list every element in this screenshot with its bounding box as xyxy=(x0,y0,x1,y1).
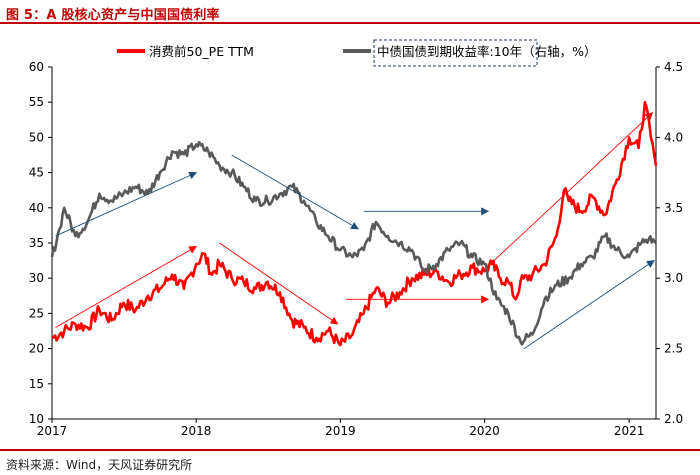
x-tick-label: 2018 xyxy=(181,424,212,438)
x-axis-ticks: 2017 2018 2019 2020 2021 xyxy=(37,419,645,438)
left-tick-label: 50 xyxy=(29,130,44,144)
annotation-arrows xyxy=(55,112,655,349)
right-axis-ticks: 2.0 2.5 3.0 3.5 4.0 4.5 xyxy=(656,60,683,426)
right-tick-label: 4.0 xyxy=(664,130,683,144)
right-tick-label: 2.0 xyxy=(664,412,683,426)
left-tick-label: 45 xyxy=(29,166,44,180)
series-line-yield xyxy=(50,140,657,346)
left-tick-label: 35 xyxy=(29,236,44,250)
left-tick-label: 30 xyxy=(29,271,44,285)
bottom-rule xyxy=(0,449,700,451)
right-tick-label: 4.5 xyxy=(664,60,683,74)
left-axis-ticks: 10 15 20 25 30 35 40 45 50 55 60 xyxy=(29,60,52,426)
legend-focus-box xyxy=(373,39,538,67)
trend-arrow-blue xyxy=(523,260,655,349)
right-tick-label: 2.5 xyxy=(664,342,683,356)
figure-title: 图 5：A 股核心资产与中国国债利率 xyxy=(6,8,220,23)
top-rule xyxy=(0,22,700,24)
left-tick-label: 55 xyxy=(29,95,44,109)
left-tick-label: 60 xyxy=(29,60,44,74)
trend-arrow-red xyxy=(493,112,654,261)
series-layer xyxy=(50,100,658,347)
legend-label-yield: 中债国债到期收益率:10年（右轴，%） xyxy=(377,44,597,59)
left-tick-label: 10 xyxy=(29,412,44,426)
right-tick-label: 3.5 xyxy=(664,201,683,215)
legend-label-pe: 消费前50_PE TTM xyxy=(149,44,254,59)
x-tick-label: 2021 xyxy=(614,424,645,438)
trend-arrow-red xyxy=(219,242,339,325)
left-tick-label: 15 xyxy=(29,377,44,391)
trend-arrow-red xyxy=(55,246,198,328)
source-note: 资料来源：Wind，天风证券研究所 xyxy=(6,458,193,472)
left-tick-label: 40 xyxy=(29,201,44,215)
right-tick-label: 3.0 xyxy=(664,271,683,285)
series-line-pe xyxy=(51,100,658,347)
x-tick-label: 2020 xyxy=(469,424,500,438)
x-tick-label: 2019 xyxy=(325,424,356,438)
x-tick-label: 2017 xyxy=(37,424,68,438)
trend-arrow-blue xyxy=(55,171,198,237)
trend-arrow-blue xyxy=(231,154,360,230)
left-tick-label: 20 xyxy=(29,342,44,356)
left-tick-label: 25 xyxy=(29,306,44,320)
legend: 消费前50_PE TTM 中债国债到期收益率:10年（右轴，%） xyxy=(117,39,597,67)
